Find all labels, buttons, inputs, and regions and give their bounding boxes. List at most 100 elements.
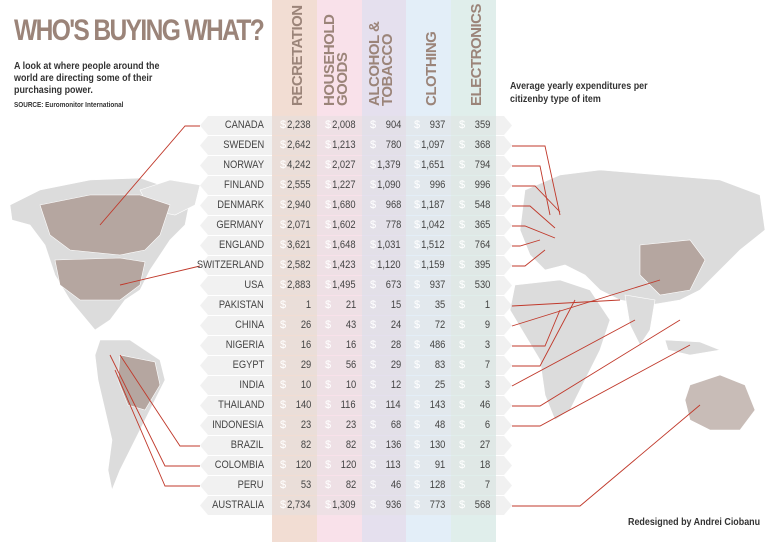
dollar-sign: $ — [280, 279, 287, 291]
row-band — [200, 316, 512, 335]
value: 996 — [429, 179, 445, 191]
value: 23 — [300, 419, 311, 431]
value: 1,379 — [377, 159, 401, 171]
leader-line — [512, 225, 556, 239]
map-eurasia — [519, 169, 766, 306]
row-band — [200, 476, 512, 495]
leader-line — [511, 279, 661, 327]
dollar-sign: $ — [325, 339, 332, 351]
value: 1,042 — [421, 219, 445, 231]
leader-line — [109, 354, 200, 467]
dollar-sign: $ — [280, 139, 287, 151]
dollar-sign: $ — [414, 219, 421, 231]
dollar-sign: $ — [370, 179, 377, 191]
value: 1,090 — [377, 179, 401, 191]
value: 53 — [300, 479, 311, 491]
dollar-sign: $ — [459, 379, 466, 391]
dollar-sign: $ — [459, 479, 466, 491]
map-australia — [684, 374, 756, 431]
dollar-sign: $ — [414, 159, 421, 171]
map-canada-highlight — [39, 194, 171, 256]
dollar-sign: $ — [325, 159, 332, 171]
leader-line — [512, 404, 701, 507]
map-indonesia — [664, 339, 722, 356]
value: 568 — [474, 499, 490, 511]
value: 4,242 — [287, 159, 311, 171]
table-row: BRAZIL $82 $82 $136 $130 $27 — [200, 436, 512, 455]
dollar-sign: $ — [370, 339, 377, 351]
value: 7 — [484, 479, 490, 491]
value: 48 — [434, 419, 445, 431]
dollar-sign: $ — [459, 439, 466, 451]
value: 486 — [429, 339, 445, 351]
row-band — [200, 176, 512, 195]
row-band — [200, 116, 512, 135]
dollar-sign: $ — [414, 179, 421, 191]
dollar-sign: $ — [414, 399, 421, 411]
dollar-sign: $ — [325, 199, 332, 211]
value: 113 — [386, 459, 401, 471]
value: 18 — [479, 459, 490, 471]
dollar-sign: $ — [370, 219, 377, 231]
leader-line — [512, 239, 541, 247]
leader-line — [119, 354, 200, 447]
leader-line — [512, 319, 681, 407]
value: 395 — [474, 259, 490, 271]
dollar-sign: $ — [414, 419, 421, 431]
value: 46 — [390, 479, 401, 491]
row-band — [200, 256, 512, 275]
dollar-sign: $ — [370, 139, 377, 151]
value: 365 — [474, 219, 490, 231]
column-2: ALCOHOL & TOBACCO — [362, 0, 407, 542]
column-4: ELECTRONICS — [451, 0, 496, 542]
value: 72 — [434, 319, 445, 331]
table-row: ENGLAND $3,621 $1,648 $1,031 $1,512 $764 — [200, 236, 512, 255]
table-row: FINLAND $2,555 $1,227 $1,090 $996 $996 — [200, 176, 512, 195]
dollar-sign: $ — [280, 399, 287, 411]
dollar-sign: $ — [370, 439, 377, 451]
dollar-sign: $ — [414, 319, 421, 331]
dollar-sign: $ — [459, 139, 466, 151]
country-label: DENMARK — [217, 199, 264, 211]
value: 140 — [295, 399, 311, 411]
value: 1,512 — [421, 239, 445, 251]
dollar-sign: $ — [325, 279, 332, 291]
dollar-sign: $ — [414, 379, 421, 391]
value: 91 — [434, 459, 445, 471]
dollar-sign: $ — [414, 239, 421, 251]
dollar-sign: $ — [370, 159, 377, 171]
row-band — [200, 376, 512, 395]
row-band — [200, 196, 512, 215]
value: 29 — [300, 359, 311, 371]
value: 673 — [385, 279, 401, 291]
value: 937 — [429, 279, 445, 291]
value: 1,097 — [421, 139, 445, 151]
value: 130 — [429, 439, 445, 451]
row-band — [200, 356, 512, 375]
dollar-sign: $ — [325, 179, 332, 191]
value: 968 — [385, 199, 401, 211]
dollar-sign: $ — [325, 139, 332, 151]
dollar-sign: $ — [414, 499, 421, 511]
column-1: HOUSEHOLD GOODS — [317, 0, 362, 542]
value: 9 — [484, 319, 490, 331]
leader-line — [511, 319, 636, 387]
value: 1,309 — [332, 499, 356, 511]
table-row: COLOMBIA $120 $120 $113 $91 $18 — [200, 456, 512, 475]
map-brazil-highlight — [117, 354, 161, 411]
dollar-sign: $ — [325, 319, 332, 331]
dollar-sign: $ — [280, 199, 287, 211]
dollar-sign: $ — [370, 399, 377, 411]
value: 3,621 — [287, 239, 311, 251]
row-band — [200, 276, 512, 295]
dollar-sign: $ — [459, 319, 466, 331]
value: 23 — [345, 419, 356, 431]
dollar-sign: $ — [280, 119, 287, 131]
value: 2,555 — [287, 179, 311, 191]
row-band — [200, 416, 512, 435]
row-band — [200, 156, 512, 175]
column-0: RECRETATION — [272, 0, 317, 542]
country-label: NIGERIA — [225, 339, 264, 351]
value: 143 — [429, 399, 445, 411]
dollar-sign: $ — [459, 419, 466, 431]
